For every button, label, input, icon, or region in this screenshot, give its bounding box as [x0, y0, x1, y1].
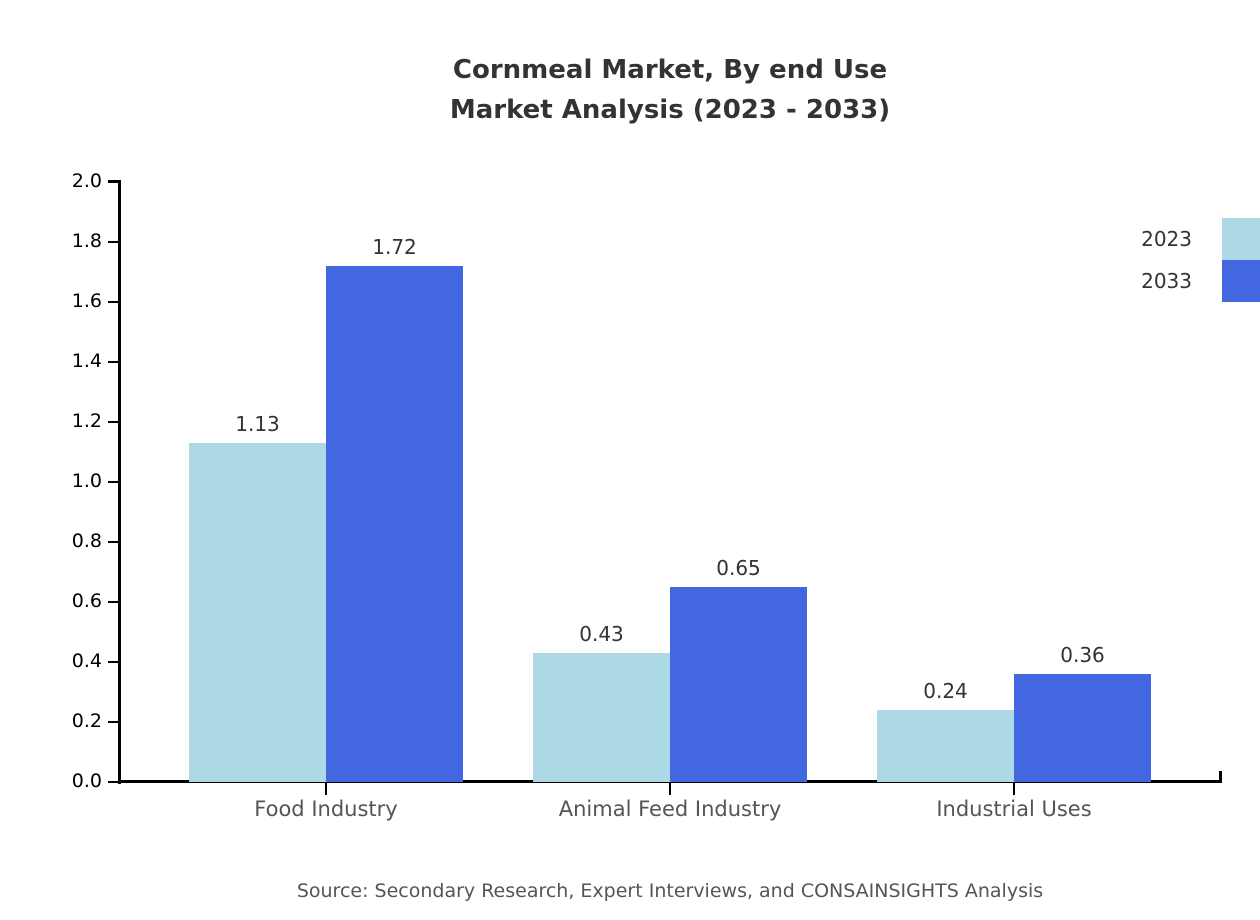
- x-axis-right-cap: [1219, 771, 1222, 783]
- bar-value-label: 1.72: [372, 235, 417, 259]
- bar-value-label: 0.36: [1060, 643, 1105, 667]
- legend-swatch: [1222, 260, 1260, 302]
- y-tick-label: 0.8: [71, 530, 102, 552]
- legend-label: 2033: [1141, 269, 1192, 293]
- bar-2033-industrial-uses[interactable]: [1014, 674, 1151, 782]
- bar-2023-food-industry[interactable]: [189, 443, 326, 782]
- bar-value-label: 0.65: [716, 556, 761, 580]
- source-note: Source: Secondary Research, Expert Inter…: [296, 880, 1044, 902]
- y-tick-mark: [108, 721, 121, 723]
- x-tick-mark: [325, 783, 327, 795]
- y-tick-label: 0.4: [71, 650, 102, 672]
- x-tick-label: Animal Feed Industry: [558, 797, 782, 821]
- bar-2033-food-industry[interactable]: [326, 266, 463, 782]
- y-tick-mark: [108, 241, 121, 243]
- x-tick-mark: [669, 783, 671, 795]
- y-tick-mark: [108, 541, 121, 543]
- y-tick-mark: [108, 421, 121, 423]
- x-tick-mark: [1013, 783, 1015, 795]
- y-tick-mark: [108, 181, 121, 183]
- bar-2033-animal-feed-industry[interactable]: [670, 587, 807, 782]
- bar-2023-animal-feed-industry[interactable]: [533, 653, 670, 782]
- x-tick-label: Industrial Uses: [936, 797, 1092, 821]
- y-tick-label: 1.0: [71, 470, 102, 492]
- legend-label: 2023: [1141, 227, 1192, 251]
- y-tick-mark: [108, 601, 121, 603]
- y-tick-label: 1.6: [71, 290, 102, 312]
- y-tick-label: 0.2: [71, 710, 102, 732]
- bar-value-label: 0.43: [579, 622, 624, 646]
- y-tick-mark: [108, 301, 121, 303]
- bar-value-label: 0.24: [923, 679, 968, 703]
- bar-2023-industrial-uses[interactable]: [877, 710, 1014, 782]
- y-tick-mark: [108, 361, 121, 363]
- y-tick-label: 1.2: [71, 410, 102, 432]
- x-tick-label: Food Industry: [254, 797, 398, 821]
- y-tick-label: 1.8: [71, 230, 102, 252]
- y-tick-mark: [108, 661, 121, 663]
- legend-swatch: [1222, 218, 1260, 260]
- y-tick-mark: [108, 481, 121, 483]
- y-tick-label: 0.0: [71, 770, 102, 792]
- y-tick-label: 0.6: [71, 590, 102, 612]
- bar-value-label: 1.13: [235, 412, 280, 436]
- y-tick-mark: [108, 781, 121, 783]
- y-tick-label: 1.4: [71, 350, 102, 372]
- y-tick-label: 2.0: [71, 170, 102, 192]
- chart-title-line-2: Market Analysis (2023 - 2033): [449, 95, 891, 125]
- chart-title: Cornmeal Market, By end Use Market Analy…: [0, 50, 1260, 130]
- chart-title-line-1: Cornmeal Market, By end Use: [452, 55, 888, 85]
